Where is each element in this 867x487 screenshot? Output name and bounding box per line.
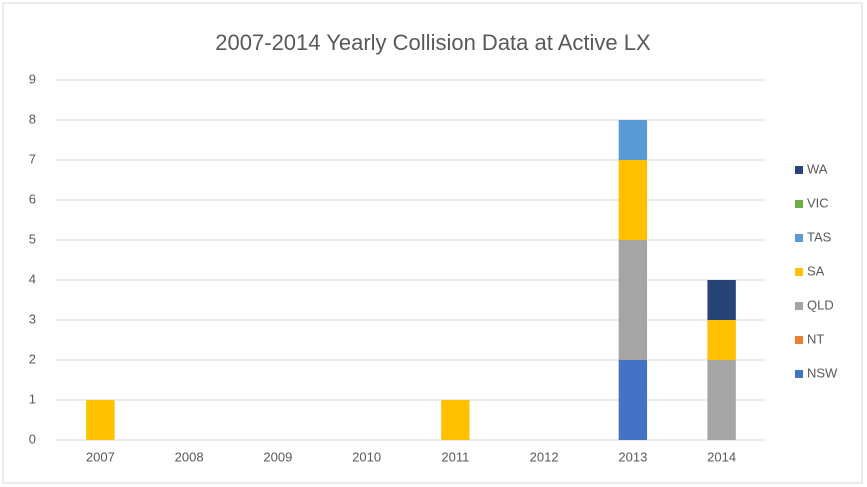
x-tick-label: 2009 [263, 449, 292, 464]
bar-segment [618, 360, 648, 440]
x-tick-label: 2011 [441, 449, 469, 464]
bar-segment [618, 240, 648, 360]
legend-swatch [795, 302, 803, 310]
bar-segment [707, 360, 736, 440]
legend-label: NT [807, 331, 824, 346]
legend-label: SA [807, 263, 825, 278]
y-tick-label: 8 [29, 111, 36, 126]
bar-segment [618, 120, 648, 160]
y-tick-label: 2 [29, 351, 36, 366]
x-tick-label: 2013 [618, 449, 647, 464]
legend-label: WA [807, 161, 828, 176]
x-tick-label: 2012 [530, 449, 559, 464]
y-tick-label: 5 [29, 231, 36, 246]
legend-swatch [795, 200, 803, 208]
y-tick-label: 7 [29, 151, 36, 166]
legend-swatch [795, 336, 803, 344]
chart-title: 2007-2014 Yearly Collision Data at Activ… [215, 30, 651, 55]
x-tick-label: 2010 [352, 449, 381, 464]
legend-swatch [795, 234, 803, 242]
legend-label: TAS [807, 229, 832, 244]
y-tick-label: 3 [29, 311, 36, 326]
bar-segment [707, 280, 736, 320]
legend-swatch [795, 166, 803, 174]
x-tick-label: 2014 [707, 449, 736, 464]
legend-swatch [795, 370, 803, 378]
bar-segment [707, 320, 736, 360]
y-tick-label: 9 [29, 71, 36, 86]
bar-segment [441, 400, 470, 440]
legend-label: VIC [807, 195, 829, 210]
bar-segment [86, 400, 115, 440]
y-tick-label: 1 [29, 391, 36, 406]
legend-label: QLD [807, 297, 834, 312]
legend-label: NSW [807, 365, 838, 380]
y-tick-label: 6 [29, 191, 36, 206]
x-tick-label: 2008 [175, 449, 204, 464]
x-tick-label: 2007 [86, 449, 115, 464]
bar-segment [618, 160, 648, 240]
y-tick-label: 4 [29, 271, 36, 286]
y-tick-label: 0 [29, 431, 36, 446]
legend-swatch [795, 268, 803, 276]
